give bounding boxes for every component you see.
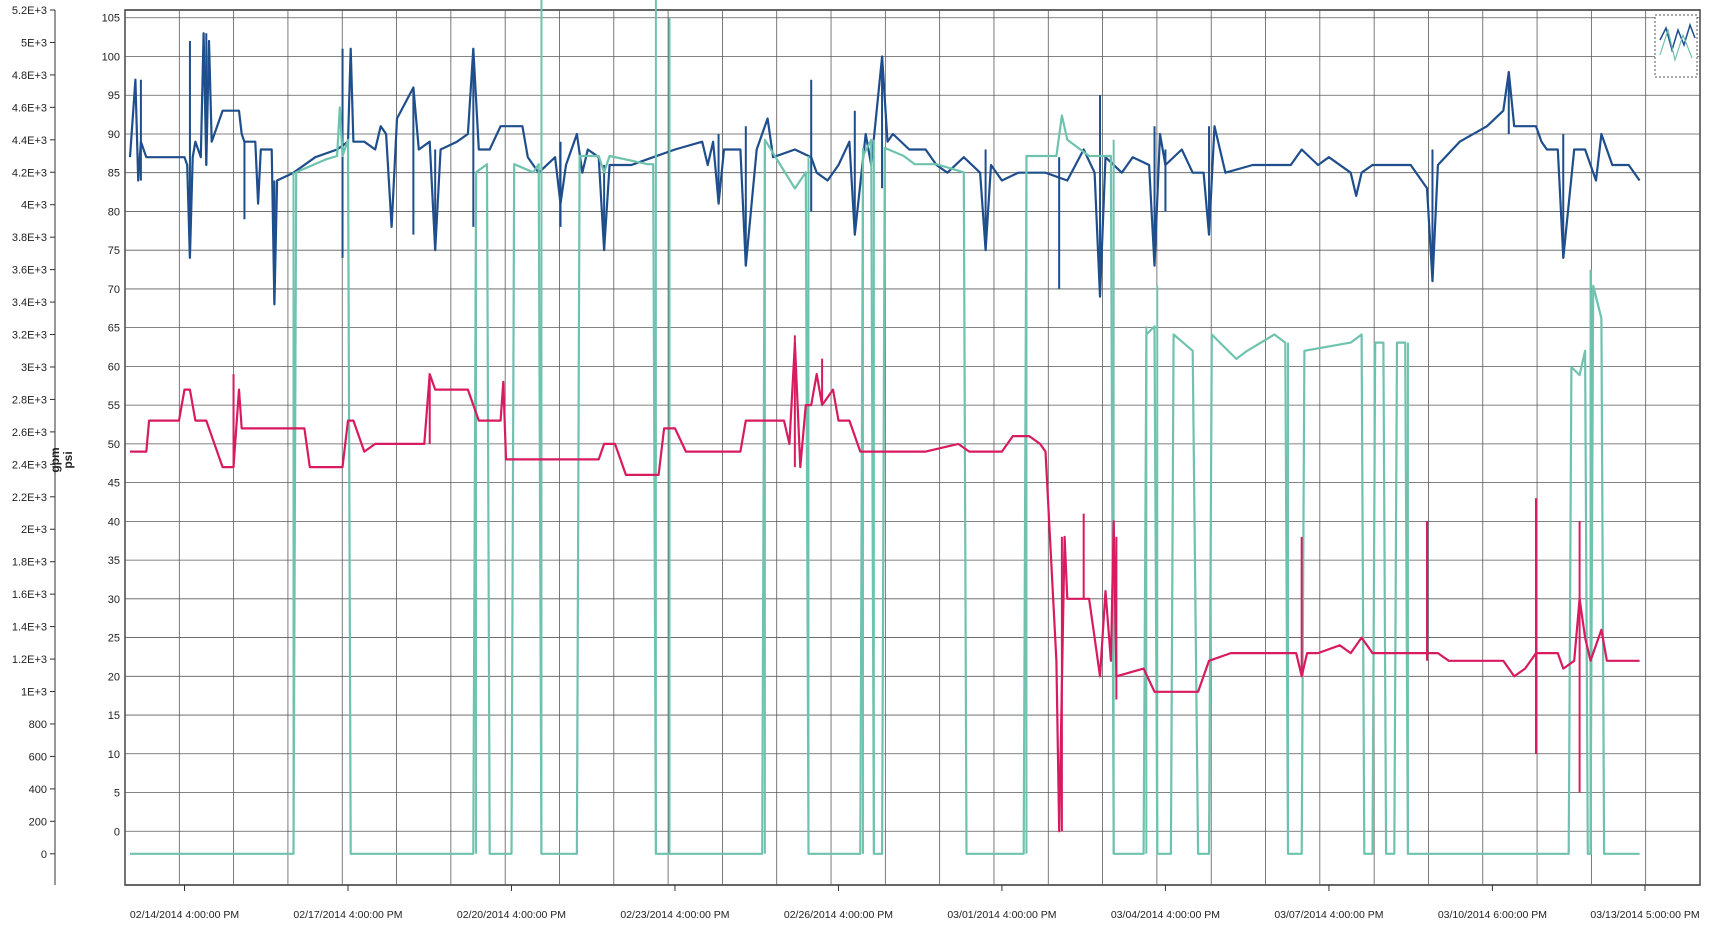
psi-tick-label: 105 — [102, 13, 120, 25]
psi-tick-label: 30 — [108, 594, 120, 606]
series-layer — [128, 0, 1641, 855]
psi-tick-label: 70 — [108, 284, 120, 296]
gpm-tick-label: 3.6E+3 — [12, 265, 47, 277]
psi-tick-label: 35 — [108, 555, 120, 567]
gpm-tick-label: 2.6E+3 — [12, 427, 47, 439]
psi-tick-label: 65 — [108, 323, 120, 335]
x-tick-label: 03/04/2014 4:00:00 PM — [1111, 909, 1220, 921]
gpm-tick-label: 1E+3 — [21, 687, 47, 699]
psi-tick-label: 100 — [102, 51, 120, 63]
series-line-teal — [130, 106, 1640, 855]
gpm-tick-label: 5.2E+3 — [12, 5, 47, 17]
psi-tick-label: 80 — [108, 206, 120, 218]
series-line-blue — [128, 32, 1641, 306]
x-tick-label: 03/07/2014 4:00:00 PM — [1274, 909, 1383, 921]
gpm-tick-label: 800 — [29, 719, 47, 731]
psi-tick-label: 25 — [108, 633, 120, 645]
x-tick-label: 02/23/2014 4:00:00 PM — [620, 909, 729, 921]
axis-layer: 1051009590858075706560555045403530252015… — [12, 5, 1700, 921]
psi-tick-label: 40 — [108, 516, 120, 528]
gpm-tick-label: 400 — [29, 784, 47, 796]
psi-tick-label: 95 — [108, 90, 120, 102]
gpm-tick-label: 2.2E+3 — [12, 492, 47, 504]
gpm-tick-label: 2E+3 — [21, 524, 47, 536]
x-tick-label: 02/17/2014 4:00:00 PM — [293, 909, 402, 921]
x-tick-label: 02/20/2014 4:00:00 PM — [457, 909, 566, 921]
gpm-tick-label: 3.2E+3 — [12, 330, 47, 342]
psi-tick-label: 10 — [108, 749, 120, 761]
psi-tick-label: 15 — [108, 710, 120, 722]
overview-inset — [1654, 14, 1698, 78]
gpm-tick-label: 4.6E+3 — [12, 102, 47, 114]
gpm-tick-label: 3.8E+3 — [12, 232, 47, 244]
gpm-tick-label: 0 — [41, 849, 47, 861]
gpm-tick-label: 3E+3 — [21, 362, 47, 374]
gpm-tick-label: 200 — [29, 816, 47, 828]
gpm-tick-label: 1.4E+3 — [12, 622, 47, 634]
psi-tick-label: 50 — [108, 439, 120, 451]
gpm-tick-label: 1.8E+3 — [12, 557, 47, 569]
psi-tick-label: 90 — [108, 129, 120, 141]
x-tick-label: 03/10/2014 6:00:00 PM — [1438, 909, 1547, 921]
gpm-tick-label: 3.4E+3 — [12, 297, 47, 309]
psi-tick-label: 60 — [108, 361, 120, 373]
series-line-red — [130, 342, 1640, 833]
inset-line-teal — [1659, 27, 1693, 63]
gpm-tick-label: 5E+3 — [21, 37, 47, 49]
gpm-tick-label: 4E+3 — [21, 200, 47, 212]
x-tick-label: 03/01/2014 4:00:00 PM — [947, 909, 1056, 921]
y-axis-label-gpm: gpm — [48, 447, 62, 472]
x-tick-label: 02/14/2014 4:00:00 PM — [130, 909, 239, 921]
gpm-tick-label: 1.6E+3 — [12, 589, 47, 601]
psi-tick-label: 85 — [108, 168, 120, 180]
gpm-tick-label: 4.8E+3 — [12, 70, 47, 82]
gpm-tick-label: 2.8E+3 — [12, 394, 47, 406]
psi-tick-label: 20 — [108, 671, 120, 683]
y-axis-label-psi: psi — [61, 451, 75, 468]
gpm-tick-label: 2.4E+3 — [12, 459, 47, 471]
gpm-tick-label: 4.4E+3 — [12, 135, 47, 147]
psi-tick-label: 75 — [108, 245, 120, 257]
x-tick-label: 02/26/2014 4:00:00 PM — [784, 909, 893, 921]
psi-tick-label: 55 — [108, 400, 120, 412]
inset-line-blue — [1659, 22, 1696, 53]
x-tick-label: 03/13/2014 5:00:00 PM — [1590, 909, 1699, 921]
psi-tick-label: 45 — [108, 478, 120, 490]
gpm-tick-label: 600 — [29, 751, 47, 763]
psi-tick-label: 5 — [114, 788, 120, 800]
gpm-tick-label: 4.2E+3 — [12, 167, 47, 179]
gpm-tick-label: 1.2E+3 — [12, 654, 47, 666]
psi-tick-label: 0 — [114, 826, 120, 838]
